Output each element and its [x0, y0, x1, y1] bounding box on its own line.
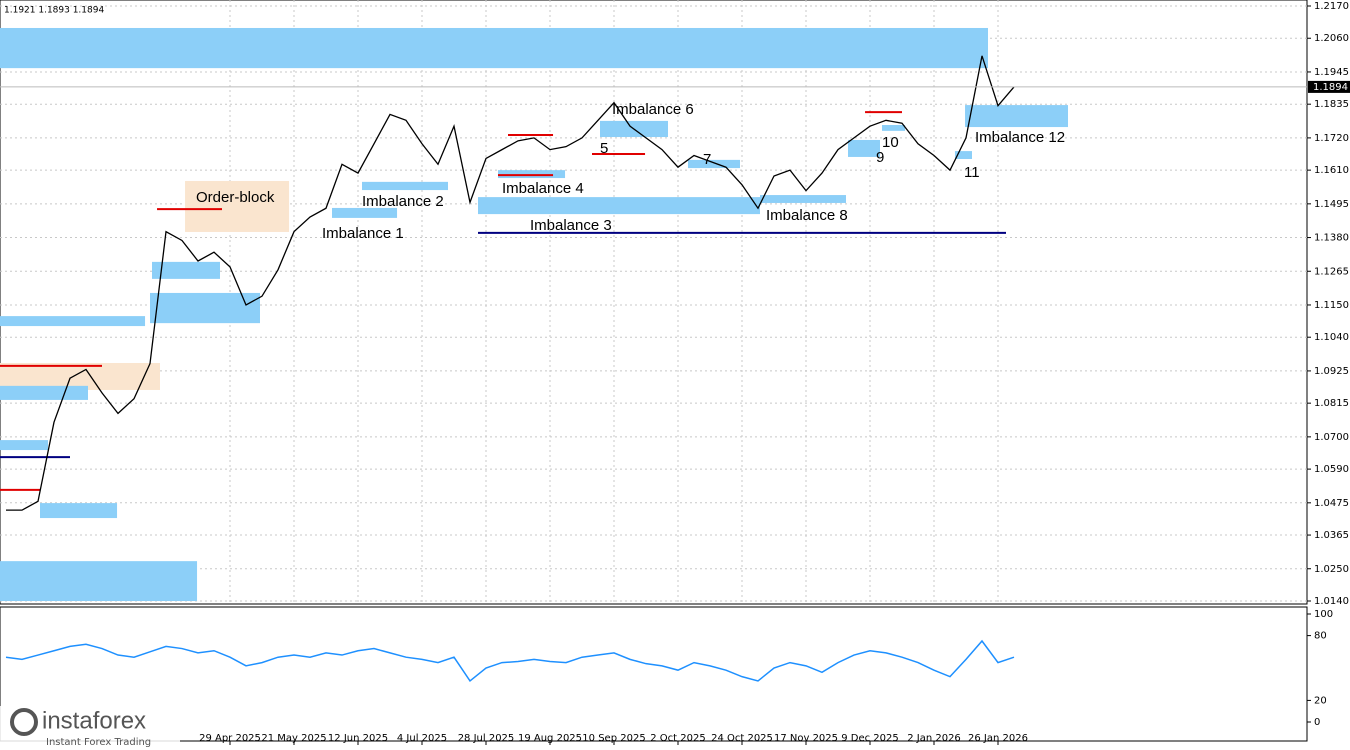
zone — [332, 207, 398, 218]
y-tick-label: 1.0925 — [1314, 366, 1349, 377]
zone — [498, 170, 566, 179]
y-tick-label: 0 — [1314, 717, 1320, 728]
zone-label: 9 — [876, 149, 884, 166]
zone — [882, 125, 906, 131]
zone — [152, 261, 220, 279]
y-tick-label: 1.1835 — [1314, 99, 1349, 110]
zone-label: Imbalance 1 — [322, 225, 404, 242]
zone-label: Imbalance 3 — [530, 217, 612, 234]
zone — [0, 27, 988, 69]
zone — [0, 363, 160, 390]
y-tick-label: 1.0590 — [1314, 464, 1349, 475]
price-panel — [0, 0, 1308, 605]
rsi-panel — [0, 606, 1308, 742]
y-tick-label: 80 — [1314, 631, 1327, 642]
logo-icon — [10, 708, 38, 736]
zone-label: Imbalance 8 — [766, 207, 848, 224]
logo-tagline: Instant Forex Trading — [46, 737, 151, 748]
zone — [478, 197, 760, 215]
price-line — [6, 55, 1015, 511]
zone — [185, 180, 290, 232]
y-tick-label: 100 — [1314, 609, 1333, 620]
zone-label: 10 — [882, 134, 899, 151]
y-tick-label: 1.2170 — [1314, 1, 1349, 12]
zone — [0, 561, 198, 601]
x-tick-label: 17 Nov 2025 — [774, 733, 838, 744]
y-tick-label: 1.1040 — [1314, 332, 1349, 343]
zone — [0, 440, 48, 451]
y-tick-label: 1.0140 — [1314, 596, 1349, 607]
x-tick-label: 2 Oct 2025 — [650, 733, 705, 744]
x-tick-label: 21 May 2025 — [261, 733, 326, 744]
y-tick-label: 1.0700 — [1314, 432, 1349, 443]
x-tick-label: 4 Jul 2025 — [397, 733, 447, 744]
zone — [362, 181, 448, 191]
zone — [965, 105, 1068, 128]
logo-brand: instaforex — [42, 707, 146, 734]
rsi-line — [5, 639, 1015, 683]
y-tick-label: 1.1945 — [1314, 67, 1349, 78]
y-tick-label: 20 — [1314, 695, 1327, 706]
zone-label: Imbalance 2 — [362, 193, 444, 210]
y-tick-label: 1.2060 — [1314, 33, 1349, 44]
zone-label: Imbalance 4 — [502, 180, 584, 197]
level-label: 5 — [600, 140, 608, 157]
y-tick-label: 1.1610 — [1314, 165, 1349, 176]
x-tick-label: 19 Aug 2025 — [518, 733, 582, 744]
x-tick-label: 12 Jun 2025 — [328, 733, 388, 744]
y-tick-label: 1.0815 — [1314, 398, 1349, 409]
ohlc-header: 1.1921 1.1893 1.1894 — [4, 6, 104, 16]
zone-label: Imbalance 6 — [612, 101, 694, 118]
x-tick-label: 2 Jan 2026 — [907, 733, 961, 744]
x-tick-label: 9 Dec 2025 — [841, 733, 899, 744]
y-tick-label: 1.1265 — [1314, 266, 1349, 277]
zone — [0, 385, 88, 400]
last-price-label: 1.1894 — [1313, 82, 1348, 93]
y-tick-label: 1.1495 — [1314, 199, 1349, 210]
x-tick-label: 24 Oct 2025 — [711, 733, 773, 744]
zone — [954, 151, 972, 159]
zone — [150, 292, 260, 324]
zone — [760, 195, 846, 203]
zone — [0, 316, 146, 327]
x-tick-label: 29 Apr 2025 — [199, 733, 261, 744]
y-tick-label: 1.1150 — [1314, 300, 1349, 311]
zone-label: 7 — [703, 151, 711, 168]
y-tick-label: 1.0250 — [1314, 564, 1349, 575]
zone-label: 11 — [964, 164, 980, 181]
y-tick-label: 1.0365 — [1314, 530, 1349, 541]
y-tick-label: 1.1720 — [1314, 133, 1349, 144]
zone — [40, 503, 118, 519]
x-tick-label: 26 Jan 2026 — [968, 733, 1028, 744]
zone — [848, 139, 880, 157]
y-tick-label: 1.1380 — [1314, 233, 1349, 244]
x-tick-label: 28 Jul 2025 — [458, 733, 515, 744]
last-price-box — [1308, 80, 1350, 93]
x-tick-label: 10 Sep 2025 — [582, 733, 645, 744]
y-tick-label: 1.0475 — [1314, 498, 1349, 509]
zone-label: Imbalance 12 — [975, 129, 1065, 146]
zone — [688, 159, 740, 169]
zone-label: Order-block — [196, 189, 275, 206]
